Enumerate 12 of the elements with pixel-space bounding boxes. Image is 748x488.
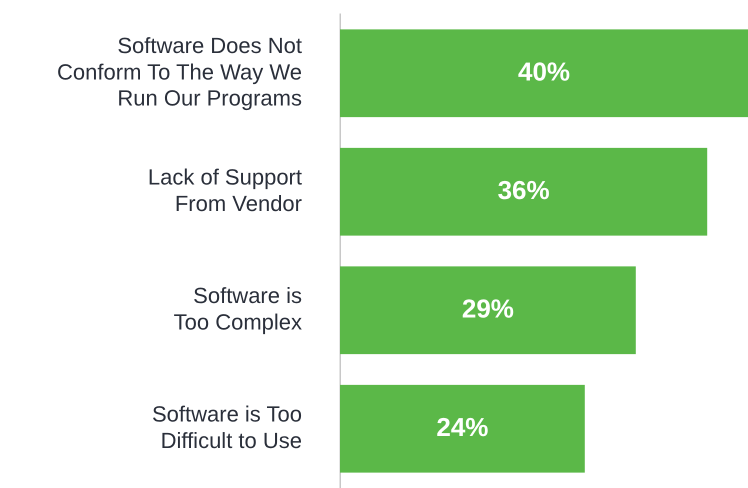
bar: [340, 148, 708, 236]
data-label: 29%: [462, 293, 514, 324]
y-tick-label: Lack of Support From Vendor: [148, 164, 302, 216]
bar: [340, 384, 585, 473]
data-label: 24%: [436, 412, 488, 442]
y-tick-label: Software Does Not Conform To The Way We Run Our Programs: [57, 32, 302, 111]
y-tick-label: Software is Too Difficult to Use: [152, 402, 302, 454]
bar: [340, 29, 748, 118]
data-label: 40%: [518, 56, 570, 86]
data-label: 36%: [498, 174, 550, 205]
y-tick-label: Software is Too Complex: [174, 283, 302, 335]
bar: [340, 266, 636, 354]
